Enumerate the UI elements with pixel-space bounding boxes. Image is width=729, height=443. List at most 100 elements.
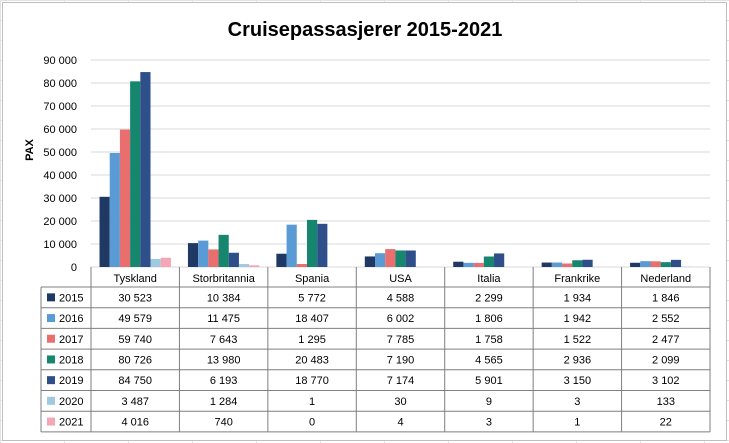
data-label: 3 bbox=[486, 417, 492, 429]
data-label: 1 bbox=[574, 417, 580, 429]
bar-2021-storbritannia bbox=[249, 265, 260, 267]
bar-2018-nederland bbox=[660, 262, 671, 267]
data-label: 1 295 bbox=[298, 334, 326, 346]
y-axis-ticks: 0 10 000 20 000 30 000 40 000 50 000 60 000 70 … bbox=[43, 55, 77, 274]
bar-2019-storbritannia bbox=[228, 252, 239, 267]
bar-2015-frankrike bbox=[541, 262, 552, 267]
data-label: 22 bbox=[660, 417, 672, 429]
legend-key-2019 bbox=[47, 376, 55, 385]
category-label: Italia bbox=[477, 273, 501, 285]
data-label: 5 772 bbox=[298, 292, 326, 304]
bar-2017-usa bbox=[385, 249, 396, 267]
data-label: 1 806 bbox=[475, 313, 503, 325]
data-label: 3 487 bbox=[121, 396, 149, 408]
bar-2015-storbritannia bbox=[187, 243, 199, 267]
data-label: 49 579 bbox=[118, 313, 152, 325]
bar-2016-usa bbox=[375, 253, 386, 267]
bar-2019-spania bbox=[317, 223, 328, 267]
data-label: 18 407 bbox=[295, 313, 329, 325]
category-label: Spania bbox=[295, 273, 330, 285]
data-label: 6 002 bbox=[387, 313, 415, 325]
bar-2015-italia bbox=[453, 261, 464, 267]
bar-2020-storbritannia bbox=[238, 264, 250, 267]
data-label: 1 bbox=[309, 396, 315, 408]
bar-2018-usa bbox=[395, 250, 406, 267]
bar-2017-italia bbox=[473, 262, 484, 267]
data-label: 0 bbox=[309, 417, 315, 429]
y-tick-label: 40 000 bbox=[43, 170, 77, 182]
data-label: 10 384 bbox=[207, 292, 241, 304]
y-tick-label: 50 000 bbox=[43, 147, 77, 159]
data-label: 2 099 bbox=[652, 354, 680, 366]
data-label: 1 934 bbox=[564, 292, 592, 304]
data-label: 4 588 bbox=[387, 292, 415, 304]
bar-2017-nederland bbox=[650, 261, 661, 267]
series-name: 2020 bbox=[59, 396, 83, 408]
bar-2019-nederland bbox=[670, 259, 682, 267]
category-label: USA bbox=[389, 273, 412, 285]
y-tick-label: 30 000 bbox=[43, 193, 77, 205]
bar-2019-frankrike bbox=[582, 259, 593, 267]
category-label: Tyskland bbox=[114, 273, 157, 285]
bar-2016-italia bbox=[463, 262, 474, 267]
data-label: 1 522 bbox=[564, 334, 592, 346]
data-label: 9 bbox=[486, 396, 492, 408]
y-tick-label: 70 000 bbox=[43, 101, 77, 113]
y-tick-label: 20 000 bbox=[43, 216, 77, 228]
bar-2021-tyskland bbox=[160, 257, 171, 267]
data-label: 59 740 bbox=[118, 334, 152, 346]
legend-key-2017 bbox=[47, 334, 55, 343]
data-label: 80 726 bbox=[118, 354, 152, 366]
data-label: 3 bbox=[574, 396, 580, 408]
category-label: Frankrike bbox=[554, 273, 600, 285]
y-tick-label: 0 bbox=[71, 262, 77, 274]
bar-2018-tyskland bbox=[130, 81, 141, 267]
data-label: 4 565 bbox=[475, 354, 503, 366]
data-label: 13 980 bbox=[207, 354, 241, 366]
bar-2016-spania bbox=[286, 224, 297, 267]
legend-key-2020 bbox=[47, 396, 55, 405]
bar-2016-frankrike bbox=[551, 262, 563, 267]
data-label: 30 523 bbox=[118, 292, 152, 304]
data-label: 1 846 bbox=[652, 292, 680, 304]
bar-2017-tyskland bbox=[119, 129, 131, 267]
y-tick-label: 60 000 bbox=[43, 124, 77, 136]
data-label: 4 bbox=[397, 417, 403, 429]
data-label: 4 016 bbox=[121, 417, 149, 429]
bar-2015-usa bbox=[364, 256, 375, 267]
data-label: 6 193 bbox=[210, 375, 238, 387]
bar-2019-usa bbox=[405, 250, 416, 267]
data-label: 7 643 bbox=[210, 334, 238, 346]
data-label: 1 758 bbox=[475, 334, 503, 346]
data-label: 18 770 bbox=[295, 375, 329, 387]
bar-2016-nederland bbox=[640, 261, 651, 267]
data-label: 133 bbox=[657, 396, 675, 408]
chart-title: Cruisepassasjerer 2015-2021 bbox=[228, 19, 503, 41]
data-label: 740 bbox=[214, 417, 232, 429]
data-label: 30 bbox=[394, 396, 406, 408]
data-label: 2 299 bbox=[475, 292, 503, 304]
series-name: 2017 bbox=[59, 334, 83, 346]
series-name: 2018 bbox=[59, 354, 83, 366]
data-label: 7 174 bbox=[387, 375, 415, 387]
data-label: 84 750 bbox=[118, 375, 152, 387]
data-label: 2 936 bbox=[564, 354, 592, 366]
data-label: 7 190 bbox=[387, 354, 415, 366]
series-name: 2021 bbox=[59, 417, 83, 429]
bar-2015-spania bbox=[276, 253, 287, 267]
data-label: 7 785 bbox=[387, 334, 415, 346]
data-label: 1 284 bbox=[210, 396, 238, 408]
y-axis-label: PAX bbox=[24, 138, 36, 160]
gridlines bbox=[91, 59, 710, 268]
data-label: 11 475 bbox=[207, 313, 240, 325]
data-label: 3 102 bbox=[652, 375, 680, 387]
series-name: 2016 bbox=[59, 313, 83, 325]
bar-2018-spania bbox=[306, 219, 318, 267]
legend-key-2016 bbox=[47, 314, 55, 323]
bar-2015-nederland bbox=[630, 262, 641, 267]
data-label: 2 477 bbox=[652, 334, 680, 346]
data-label: 2 552 bbox=[652, 313, 680, 325]
data-label: 5 901 bbox=[475, 375, 503, 387]
legend-key-2021 bbox=[47, 417, 55, 426]
